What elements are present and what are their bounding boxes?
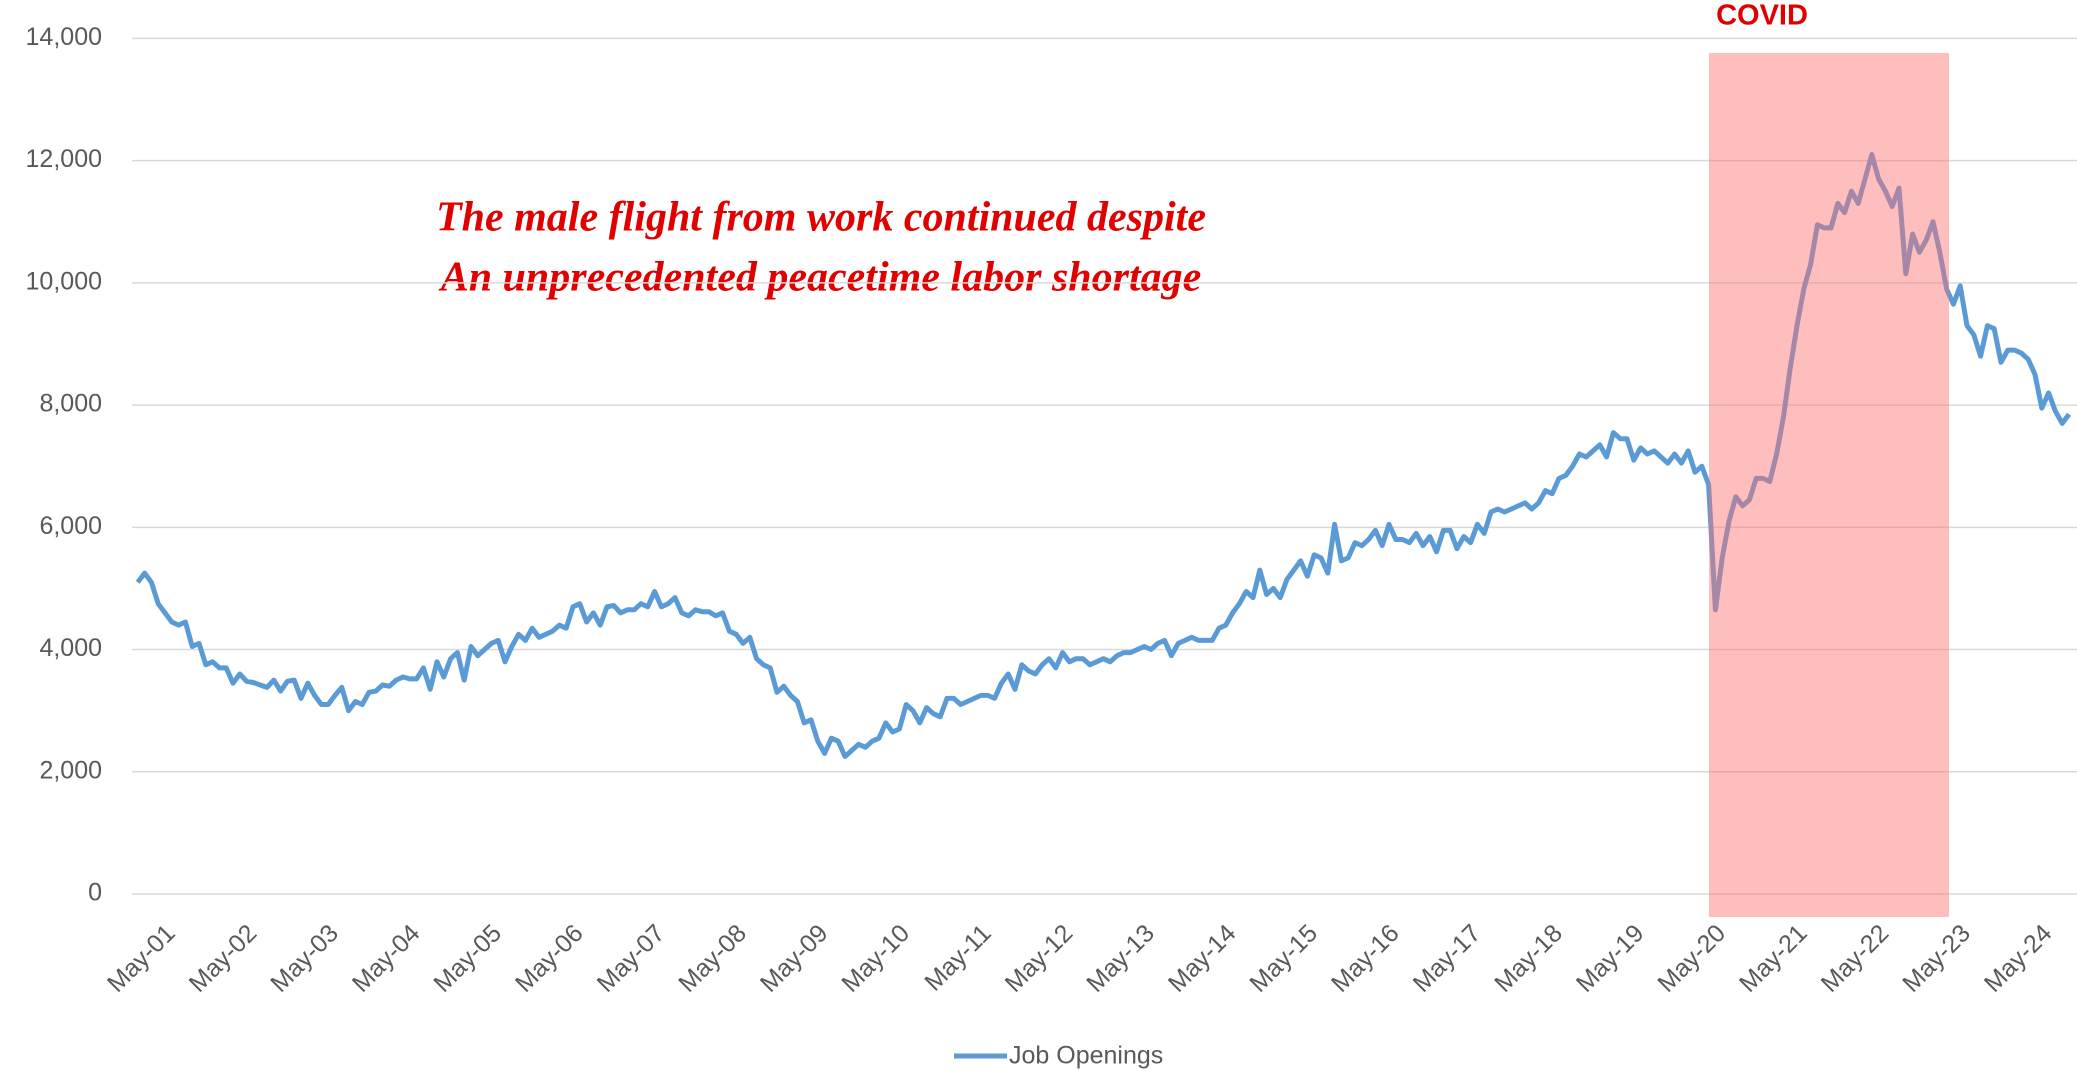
covid-band <box>1709 53 1949 917</box>
x-tick-label: May-05 <box>428 919 507 998</box>
x-tick-label: May-09 <box>755 919 834 998</box>
y-tick-label: 12,000 <box>26 145 102 173</box>
x-tick-label: May-22 <box>1816 919 1895 998</box>
x-tick-label: May-02 <box>184 919 263 998</box>
x-tick-label: May-07 <box>592 919 671 998</box>
x-tick-label: May-16 <box>1326 919 1405 998</box>
x-tick-label: May-06 <box>510 919 589 998</box>
x-tick-label: May-13 <box>1081 919 1160 998</box>
x-tick-label: May-21 <box>1734 919 1813 998</box>
x-tick-label: May-17 <box>1408 919 1487 998</box>
x-tick-label: May-08 <box>673 919 752 998</box>
x-tick-label: May-11 <box>919 919 996 996</box>
annotation: The male flight from work continued desp… <box>436 195 1206 241</box>
x-tick-label: May-24 <box>1979 919 2058 998</box>
y-tick-label: 0 <box>88 879 102 907</box>
x-tick-label: May-18 <box>1489 919 1568 998</box>
x-tick-label: May-15 <box>1244 919 1323 998</box>
y-tick-label: 4,000 <box>39 634 102 662</box>
legend-label: Job Openings <box>1009 1042 1163 1070</box>
x-tick-label: May-20 <box>1652 919 1731 998</box>
x-tick-label: May-10 <box>836 919 915 998</box>
x-tick-label: May-12 <box>1000 919 1079 998</box>
y-tick-label: 10,000 <box>26 267 102 295</box>
y-tick-label: 14,000 <box>26 23 102 51</box>
y-tick-label: 6,000 <box>39 512 102 540</box>
x-tick-label: May-14 <box>1163 919 1242 998</box>
covid-label: COVID <box>1716 0 1808 32</box>
x-tick-label: May-03 <box>265 919 344 998</box>
y-tick-label: 2,000 <box>39 756 102 784</box>
x-tick-label: May-19 <box>1571 919 1650 998</box>
data-line <box>135 152 2072 759</box>
x-tick-label: May-04 <box>347 919 426 998</box>
annotation: An unprecedented peacetime labor shortag… <box>438 255 1202 301</box>
y-tick-label: 8,000 <box>39 390 102 418</box>
x-tick-label: May-01 <box>102 919 181 998</box>
x-tick-label: May-23 <box>1897 919 1976 998</box>
